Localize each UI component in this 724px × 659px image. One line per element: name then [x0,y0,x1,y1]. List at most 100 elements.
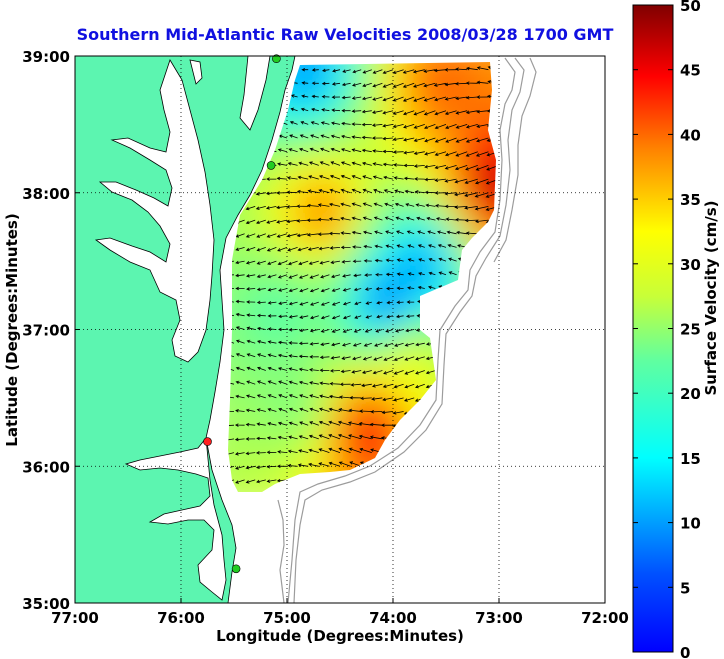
velocity-cell [244,452,255,465]
velocity-cell [270,146,280,159]
velocity-cell [346,222,356,235]
velocity-cell [270,277,280,290]
velocity-cell [312,354,322,366]
velocity-arrow [306,203,319,208]
velocity-cell [295,80,305,93]
velocity-cell [295,310,305,323]
velocity-cell [261,430,272,443]
velocity-cell [304,408,314,421]
velocity-cell [380,310,390,323]
velocity-cell [422,255,433,268]
velocity-cell [320,441,331,454]
velocity-cell [371,419,382,432]
velocity-cell [405,288,416,301]
velocity-cell [422,124,433,137]
velocity-arrow [423,82,436,88]
velocity-arrow [362,216,372,221]
velocity-cell [228,321,238,334]
velocity-arrow [423,96,436,102]
velocity-cell [363,354,373,366]
velocity-cell [473,113,484,126]
velocity-cell [304,419,314,432]
velocity-cell [354,288,365,301]
velocity-arrow [396,300,404,305]
map-title: Southern Mid-Atlantic Raw Velocities 200… [77,25,614,44]
velocity-arrow [308,161,319,166]
velocity-arrow [298,449,309,453]
velocity-arrow [407,286,415,290]
velocity-arrow [276,219,288,224]
velocity-cell [253,233,263,246]
velocity-arrow [342,288,351,292]
velocity-cell [414,386,424,399]
velocity-arrow [341,95,351,100]
velocity-cell [270,419,280,432]
colorbar-tick-label: 10 [680,515,701,533]
bathymetry-contours [277,57,537,603]
y-axis-ticks: 39:00 38:00 37:00 36:00 35:00 [22,48,80,613]
velocity-cell [261,201,272,213]
velocity-cell [278,179,288,191]
velocity-arrow [476,80,489,85]
velocity-cell [414,288,424,301]
velocity-arrow [287,463,298,468]
velocity-arrow [364,329,372,333]
velocity-arrow [256,247,266,252]
velocity-arrow [310,121,319,125]
velocity-arrow [385,230,394,235]
velocity-cell [329,408,339,421]
velocity-arrow [413,164,425,168]
velocity-cell [270,168,280,180]
velocity-cell [380,179,390,191]
velocity-arrow [228,423,235,428]
velocity-cell [439,201,450,213]
velocity-arrow [245,260,256,265]
velocity-arrow [351,82,362,87]
velocity-cell [278,233,288,246]
velocity-cell [346,332,356,345]
velocity-arrow [288,421,298,426]
velocity-cell [354,299,365,312]
velocity-arrow [374,244,383,249]
velocity-cell [228,288,238,301]
velocity-cell [414,62,424,71]
velocity-cell [371,430,382,443]
velocity-arrow [255,465,266,469]
velocity-cell [312,168,322,180]
velocity-arrow [351,370,362,374]
velocity-arrow [372,162,383,166]
velocity-arrow [319,381,330,386]
velocity-cell [482,179,492,191]
velocity-cell [253,430,263,443]
velocity-arrow [382,110,394,115]
velocity-cell [388,365,399,377]
velocity-cell [354,343,365,356]
velocity-arrow [465,137,478,143]
velocity-cell [287,244,297,257]
velocity-arrow [475,178,489,185]
velocity-arrow [415,356,425,361]
velocity-arrow [485,192,496,198]
velocity-cell [287,321,297,334]
velocity-cell [380,321,390,334]
velocity-arrow [278,314,288,319]
velocity-arrow [396,258,404,262]
velocity-cell [304,135,314,148]
velocity-cell [346,168,356,180]
velocity-arrow [395,314,404,319]
velocity-arrow [320,121,330,125]
velocity-cell [337,386,348,399]
velocity-cell [228,266,238,279]
velocity-cell [304,233,314,246]
velocity-cell [236,485,246,492]
velocity-arrow [464,218,478,223]
velocity-arrow [386,314,394,319]
velocity-cell [448,135,458,148]
velocity-cell [295,419,305,432]
velocity-arrow [286,205,298,209]
velocity-arrow [277,367,288,371]
velocity-cell [287,255,297,268]
velocity-cell [295,288,305,301]
velocity-cell [278,408,288,421]
velocity-cell [253,419,263,432]
